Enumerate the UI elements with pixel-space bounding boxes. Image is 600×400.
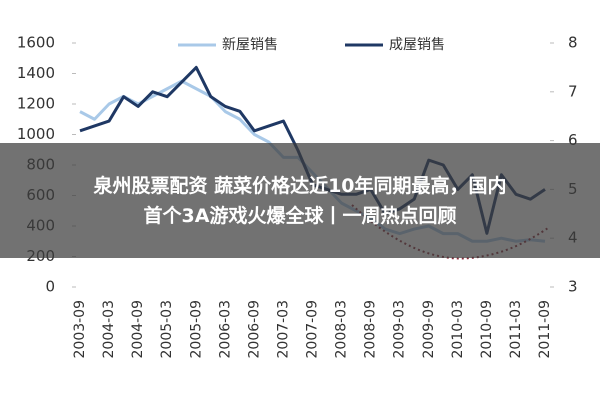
legend-label: 成屋销售 (389, 37, 445, 53)
y2-tick-label: 6 (568, 131, 578, 149)
x-tick-label: 2004-03 (101, 300, 117, 359)
y2-tick-label: 8 (568, 34, 578, 52)
x-tick-label: 2004-09 (130, 300, 146, 359)
overlay-line: 首个3A游戏火爆全球丨一周热点回顾 (143, 204, 457, 227)
x-tick-label: 2005-09 (188, 300, 204, 359)
x-tick-label: 2009-03 (392, 300, 408, 359)
x-tick-label: 2007-09 (305, 300, 321, 359)
x-tick-label: 2010-03 (450, 300, 466, 359)
x-tick-label: 2005-03 (159, 300, 175, 359)
x-tick-label: 2010-09 (479, 300, 495, 359)
x-tick-label: 2007-03 (275, 300, 291, 359)
x-tick-label: 2008-03 (334, 300, 350, 359)
x-tick-label: 2011-09 (537, 300, 553, 359)
y-tick-label: 1000 (17, 125, 55, 143)
x-tick-label: 2008-09 (363, 300, 379, 359)
y-tick-label: 0 (45, 278, 55, 296)
legend-label: 新屋销售 (222, 37, 278, 53)
overlay-banner: 泉州股票配资 蔬菜价格达近10年同期最高，国内 首个3A游戏火爆全球丨一周热点回… (0, 143, 600, 258)
y-tick-label: 1600 (17, 34, 55, 52)
x-tick-label: 2003-09 (72, 300, 88, 359)
y-tick-label: 1200 (17, 95, 55, 113)
x-tick-label: 2006-09 (246, 300, 262, 359)
overlay-text: 泉州股票配资 蔬菜价格达近10年同期最高，国内 首个3A游戏火爆全球丨一周热点回… (10, 171, 590, 231)
y2-tick-label: 3 (568, 278, 578, 296)
legend: 新屋销售 成屋销售 (178, 37, 445, 53)
y-tick-label: 1400 (17, 64, 55, 82)
y2-tick-label: 7 (568, 82, 578, 100)
x-tick-label: 2006-03 (217, 300, 233, 359)
x-tick-label: 2011-03 (508, 300, 524, 359)
overlay-line: 泉州股票配资 蔬菜价格达近10年同期最高，国内 (93, 174, 507, 197)
x-tick-label: 2009-09 (421, 300, 437, 359)
